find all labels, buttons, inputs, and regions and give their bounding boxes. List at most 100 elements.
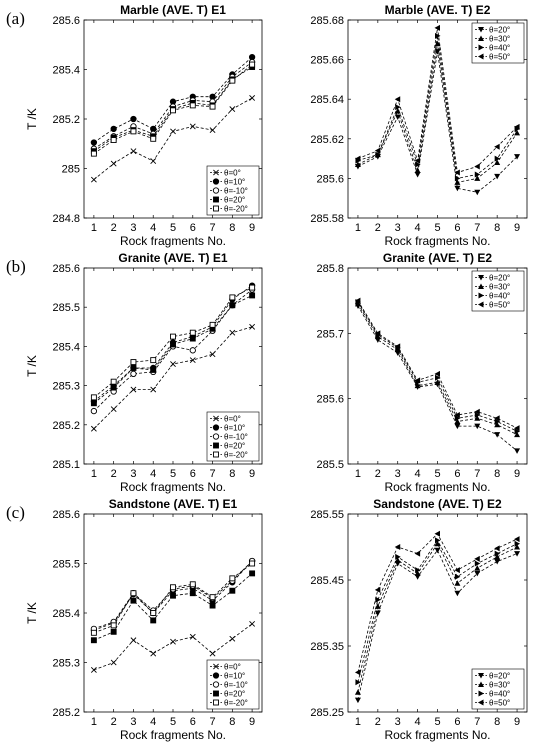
marker-triangle-left (414, 157, 421, 164)
x-tick-label: 8 (494, 716, 500, 728)
x-tick-label: 7 (474, 716, 480, 728)
series-line (93, 66, 253, 152)
marker-triangle-right (395, 104, 401, 111)
marker-triangle-right (474, 171, 481, 178)
marker-circle (90, 139, 98, 146)
x-tick-label: 5 (170, 468, 176, 480)
x-tick-label: 5 (434, 222, 440, 234)
y-tick-label: 285 (62, 164, 80, 176)
marker-open-square (229, 77, 236, 84)
marker-square (249, 570, 256, 577)
marker-triangle-down (478, 673, 484, 679)
marker-circle (130, 115, 137, 123)
x-tick-label: 4 (415, 716, 421, 728)
marker-triangle-up (394, 557, 401, 563)
y-tick-label: 285.1 (52, 459, 80, 471)
marker-triangle-right (355, 679, 361, 686)
marker-triangle-right (435, 374, 441, 381)
series (90, 323, 256, 432)
marker-triangle-up (414, 167, 421, 173)
marker-square (189, 590, 196, 597)
marker-x (249, 620, 256, 627)
marker-open-square (213, 699, 219, 706)
marker-square (130, 597, 137, 604)
x-tick-label: 1 (355, 468, 361, 480)
marker-square (110, 384, 117, 391)
x-tick-label: 8 (229, 222, 235, 234)
marker-square (189, 335, 196, 342)
marker-open-square (170, 107, 176, 114)
y-tick-label: 285.3 (52, 658, 80, 670)
y-axis-label: T /K (25, 108, 39, 130)
y-tick-label: 285.4 (52, 341, 80, 353)
marker-open-square (90, 394, 97, 401)
marker-triangle-up (494, 159, 501, 166)
x-tick-label: 1 (91, 716, 97, 728)
marker-open-square (209, 103, 216, 110)
y-tick-label: 285.2 (52, 707, 80, 719)
marker-square (213, 442, 219, 449)
marker-triangle-down (478, 275, 484, 281)
marker-triangle-up (454, 418, 461, 425)
y-axis-label: T /K (25, 602, 39, 624)
x-tick-label: 9 (249, 716, 255, 728)
marker-triangle-down (494, 559, 501, 565)
marker-square (150, 366, 157, 373)
series (354, 530, 520, 676)
marker-square (209, 602, 216, 609)
marker-triangle-right (478, 690, 484, 697)
series (354, 300, 521, 438)
series (354, 49, 521, 196)
series-line (357, 549, 518, 701)
marker-open-square (249, 560, 256, 567)
marker-triangle-left (414, 550, 421, 557)
marker-triangle-left (494, 143, 500, 150)
marker-triangle-left (434, 530, 440, 537)
chart-title: Sandstone (AVE. T) E1 (109, 497, 238, 511)
x-tick-label: 6 (454, 468, 460, 480)
y-tick-label: 285.6 (52, 15, 80, 27)
x-tick-label: 2 (375, 222, 381, 234)
marker-triangle-down (414, 171, 421, 178)
series (90, 284, 256, 401)
marker-triangle-up (414, 570, 421, 576)
chart-panel: 1 2 3 4 5 6 7 8 9 285.25 285.35 285.45 285.55 Sandsto… (310, 497, 528, 742)
marker-triangle-up (354, 689, 361, 695)
series (90, 61, 256, 157)
marker-open-square (90, 150, 97, 157)
y-tick-label: 285.6 (52, 509, 80, 521)
x-tick-label: 2 (111, 716, 117, 728)
x-tick-label: 6 (190, 222, 196, 234)
x-tick-label: 9 (514, 222, 520, 234)
chart-title: Granite (AVE. T) E2 (383, 251, 492, 265)
x-tick-label: 8 (229, 468, 235, 480)
x-axis-label: Rock fragments No. (384, 480, 490, 494)
y-tick-label: 285.5 (316, 459, 344, 471)
marker-triangle-right (514, 540, 521, 547)
panel-label: (c) (6, 503, 25, 522)
marker-triangle-left (354, 669, 361, 676)
marker-x (209, 650, 216, 657)
chart-panel: 1 2 3 4 5 6 7 8 9 285.58 285.6 285.62 285.64 285.66 28… (310, 3, 528, 248)
series-line (93, 560, 253, 631)
y-tick-label: 285.62 (310, 134, 344, 146)
legend-label: θ=0° (224, 169, 241, 178)
marker-square (229, 587, 236, 594)
y-tick-label: 285.7 (316, 328, 344, 340)
x-tick-label: 3 (130, 468, 136, 480)
marker-x (229, 635, 236, 642)
marker-x (189, 357, 196, 364)
x-axis-label: Rock fragments No. (120, 728, 226, 742)
legend-label: θ=20° (224, 690, 245, 699)
y-tick-label: 285.4 (52, 608, 80, 620)
legend-label: θ=40° (489, 44, 510, 53)
marker-triangle-right (474, 560, 481, 567)
x-tick-label: 9 (514, 468, 520, 480)
series-line (357, 303, 518, 435)
legend-label: θ=-20° (224, 205, 248, 214)
marker-x (189, 633, 196, 640)
marker-square (213, 196, 219, 203)
y-tick-label: 285.4 (52, 65, 80, 77)
series (90, 560, 256, 636)
y-tick-label: 285.35 (310, 641, 344, 653)
